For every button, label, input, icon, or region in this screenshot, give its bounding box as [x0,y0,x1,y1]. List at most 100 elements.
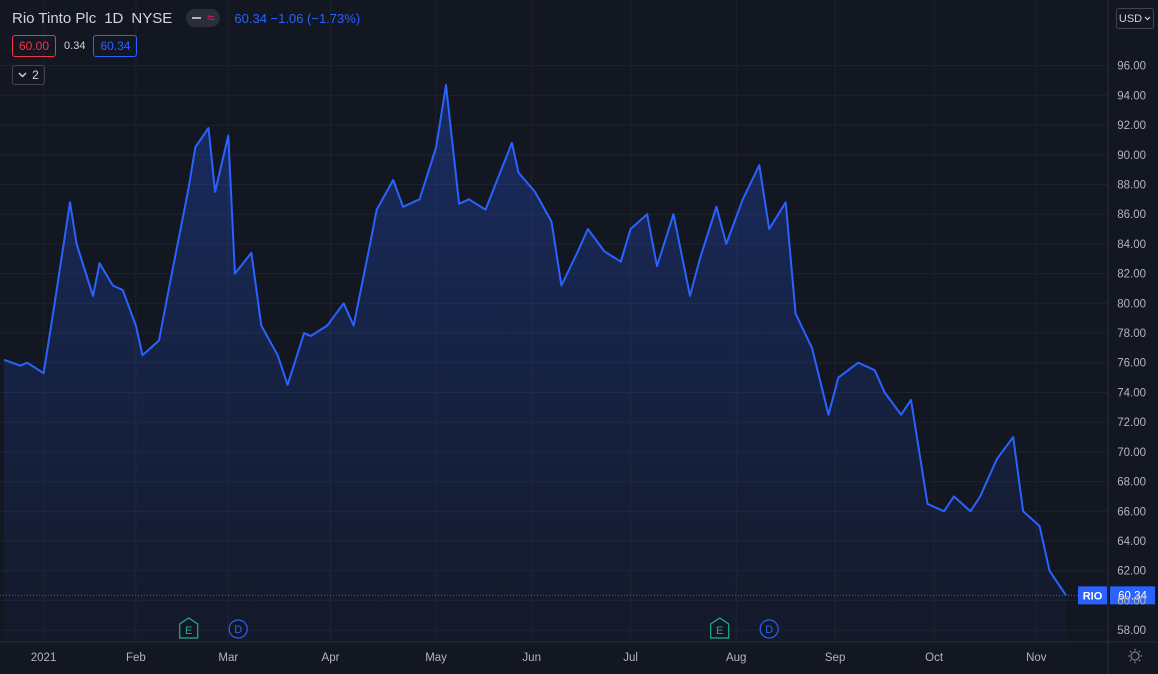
data-point [234,272,236,274]
last-price-value: 60.34 [1118,590,1147,602]
data-point [352,324,354,326]
gear-icon [1127,648,1143,664]
data-point [768,228,770,230]
data-point [672,213,674,215]
dividend-icon[interactable] [759,619,779,639]
x-tick-label: Oct [925,652,944,664]
data-point [3,359,5,361]
data-point [207,127,209,129]
data-point [758,164,760,166]
data-point [577,250,579,252]
data-point [874,369,876,371]
currency-select[interactable]: USD [1116,8,1154,29]
ticker-badge [1078,586,1107,605]
area-series [3,84,1067,642]
data-point [837,376,839,378]
data-point [75,243,77,245]
data-point [996,458,998,460]
data-point [784,201,786,203]
data-point [435,146,437,148]
y-tick-label: 86.00 [1117,209,1146,221]
data-point [168,287,170,289]
data-point [494,183,496,185]
dividend-marker[interactable]: D [759,619,779,639]
data-point [534,191,536,193]
y-tick-label: 84.00 [1117,239,1146,251]
x-tick-label: Feb [126,652,146,664]
data-point [458,203,460,205]
data-point [214,191,216,193]
data-point [227,134,229,136]
data-point [725,243,727,245]
data-point [550,220,552,222]
data-point [122,289,124,291]
data-point [250,252,252,254]
bid-button[interactable]: 60.00 [12,35,57,57]
legend-toggle[interactable]: ≈ [186,9,221,27]
earnings-icon[interactable] [710,617,730,639]
data-point [19,365,21,367]
chevron-down-icon [18,72,27,78]
data-point [883,391,885,393]
symbol-header: Rio Tinto Plc 1D NYSE ≈ 60.34 −1.06 (−1.… [12,9,360,27]
data-point [277,354,279,356]
data-point [715,206,717,208]
y-tick-label: 60.00 [1117,595,1146,607]
y-tick-label: 58.00 [1117,625,1146,637]
y-tick-label: 64.00 [1117,536,1146,548]
ask-button[interactable]: 60.34 [93,35,138,57]
y-tick-label: 96.00 [1117,61,1146,73]
data-point [343,302,345,304]
dividend-letter: D [234,624,242,636]
earnings-marker[interactable]: E [710,617,730,639]
data-point [26,362,28,364]
data-point [42,372,44,374]
dividend-marker[interactable]: D [228,619,248,639]
x-tick-label: Sep [825,652,845,664]
data-point [587,228,589,230]
data-point [620,261,622,263]
data-point [953,495,955,497]
y-tick-label: 70.00 [1117,447,1146,459]
data-point [900,414,902,416]
y-tick-label: 82.00 [1117,269,1146,281]
minus-icon[interactable] [192,17,202,19]
interval[interactable]: 1D [104,9,124,27]
symbol-title[interactable]: Rio Tinto Plc [12,9,97,27]
currency-label: USD [1118,12,1143,25]
earnings-icon[interactable] [179,617,199,639]
x-tick-label: Mar [218,652,238,664]
area-fill [4,85,1066,642]
x-tick-label: Jul [623,652,638,664]
data-point [112,284,114,286]
y-tick-label: 90.00 [1117,150,1146,162]
data-point [511,142,513,144]
data-point [517,171,519,173]
data-point [141,354,143,356]
data-point [1012,436,1014,438]
data-point [910,399,912,401]
data-point [92,295,94,297]
last-quote: 60.34 −1.06 (−1.73%) [234,10,361,26]
chart-settings-button[interactable] [1125,646,1145,666]
x-tick-label: Jun [522,652,541,664]
x-tick-label: 2021 [31,652,57,664]
data-point [303,332,305,334]
last-price-label: RIO 60.34 [1078,586,1155,605]
earnings-marker[interactable]: E [179,617,199,639]
indicators-collapse-button[interactable]: 2 [12,65,45,85]
data-point [646,213,648,215]
bid-ask-row: 60.00 0.34 60.34 [12,35,138,57]
y-tick-label: 78.00 [1117,328,1146,340]
data-point [468,198,470,200]
data-point [418,198,420,200]
data-point [603,250,605,252]
x-tick-label: May [425,652,447,664]
y-tick-label: 74.00 [1117,387,1146,399]
data-point [375,209,377,211]
data-point [979,495,981,497]
indicator-wave-icon[interactable]: ≈ [207,10,215,25]
dividend-icon[interactable] [228,619,248,639]
ticker-label: RIO [1083,590,1103,602]
